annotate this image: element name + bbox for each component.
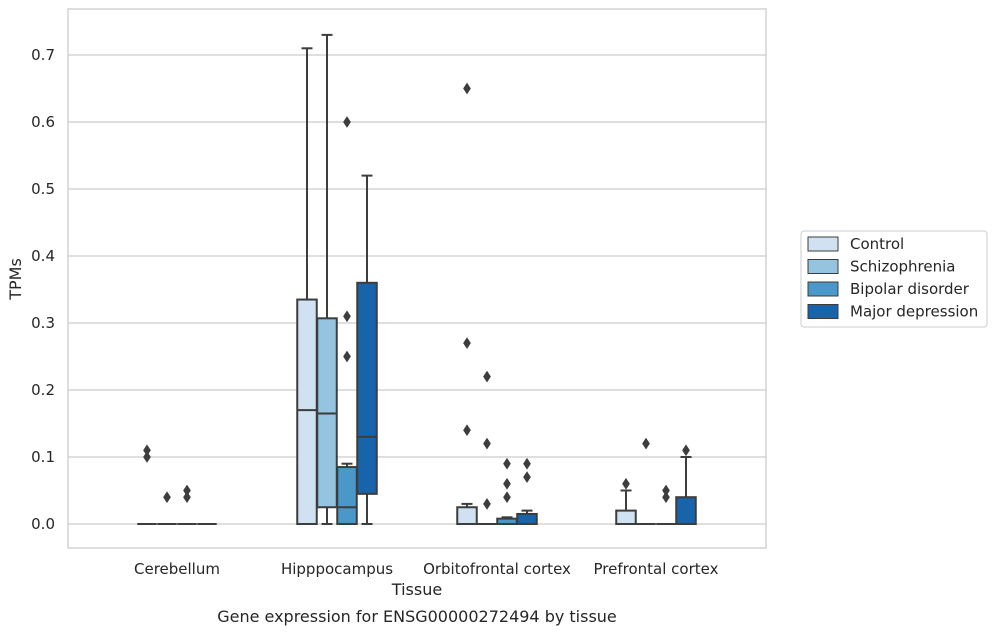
outlier-point	[662, 491, 670, 504]
y-tick-label: 0.6	[31, 113, 55, 131]
outlier-point	[343, 116, 351, 128]
outlier-point	[463, 424, 471, 437]
box-control	[456, 82, 478, 525]
box-body	[675, 496, 697, 526]
y-tick-label: 0.5	[31, 180, 55, 198]
outlier-point	[523, 457, 531, 470]
y-tick-label: 0.1	[31, 448, 55, 466]
box-major-depression	[516, 457, 538, 526]
outlier-point	[503, 477, 511, 490]
legend-label: Control	[850, 235, 904, 253]
box-bipolar-disorder	[336, 116, 358, 525]
box-body	[456, 506, 478, 525]
box-body	[356, 281, 378, 495]
box-schizophrenia	[636, 437, 656, 525]
box-bipolar-disorder	[177, 484, 197, 525]
outlier-point	[143, 451, 151, 463]
box-body	[336, 466, 358, 525]
legend-swatch	[807, 304, 839, 319]
outlier-point	[483, 370, 491, 383]
box-body	[516, 512, 538, 526]
legend: Control Schizophrenia Bipolar disorder Majo…	[800, 230, 988, 328]
plot-frame	[67, 8, 767, 549]
y-tick-labels: 0.0 0.1 0.2 0.3 0.4 0.5 0.6 0.7	[31, 46, 55, 533]
x-tick-labels: Cerebellum Hipppocampus Orbitofrontal cort…	[134, 560, 719, 578]
x-tick-label: Cerebellum	[134, 560, 220, 578]
y-tick-label: 0.4	[31, 247, 55, 265]
x-axis-label: Tissue	[391, 580, 442, 599]
box-bipolar-disorder	[496, 457, 518, 526]
legend-frame	[800, 230, 988, 328]
legend-label: Major depression	[850, 303, 978, 321]
outlier-point	[463, 337, 471, 350]
outlier-point	[483, 497, 491, 510]
outlier-point	[642, 437, 650, 450]
box-schizophrenia	[157, 491, 177, 525]
box-bipolar-disorder	[656, 484, 676, 525]
y-axis-label: TPMs	[6, 258, 25, 301]
legend-label: Schizophrenia	[850, 258, 955, 276]
box-schizophrenia	[477, 370, 497, 525]
outlier-point	[463, 82, 471, 95]
y-tick-label: 0.3	[31, 314, 55, 332]
chart-caption: Gene expression for ENSG00000272494 by t…	[217, 607, 617, 626]
x-tick-label: Prefrontal cortex	[594, 560, 719, 578]
outlier-point	[503, 491, 511, 504]
outlier-point	[343, 350, 351, 363]
outlier-point	[483, 437, 491, 450]
grid-lines	[68, 54, 766, 525]
y-tick-label: 0.0	[31, 515, 55, 533]
box-control	[296, 47, 318, 525]
box-control	[137, 444, 157, 525]
outlier-point	[622, 477, 630, 490]
outlier-point	[682, 444, 690, 457]
outlier-point	[183, 491, 191, 504]
box-body	[296, 298, 318, 525]
box-control	[615, 477, 637, 526]
legend-swatch	[807, 259, 839, 274]
boxes	[137, 33, 697, 526]
box-major-depression	[356, 174, 378, 525]
x-tick-label: Hipppocampus	[281, 560, 393, 578]
legend-label: Bipolar disorder	[850, 280, 970, 298]
y-tick-label: 0.7	[31, 46, 55, 64]
outlier-point	[503, 457, 511, 470]
legend-swatch	[807, 236, 839, 252]
y-tick-label: 0.2	[31, 381, 55, 399]
legend-swatch	[807, 281, 839, 297]
box-body	[615, 509, 637, 526]
x-tick-label: Orbitofrontal cortex	[423, 560, 571, 578]
outlier-point	[163, 491, 171, 504]
outlier-point	[523, 471, 531, 484]
legend-items: Control Schizophrenia Bipolar disorder Majo…	[807, 235, 978, 321]
box-schizophrenia	[316, 33, 338, 525]
outlier-point	[343, 310, 351, 323]
box-major-depression	[675, 444, 697, 526]
